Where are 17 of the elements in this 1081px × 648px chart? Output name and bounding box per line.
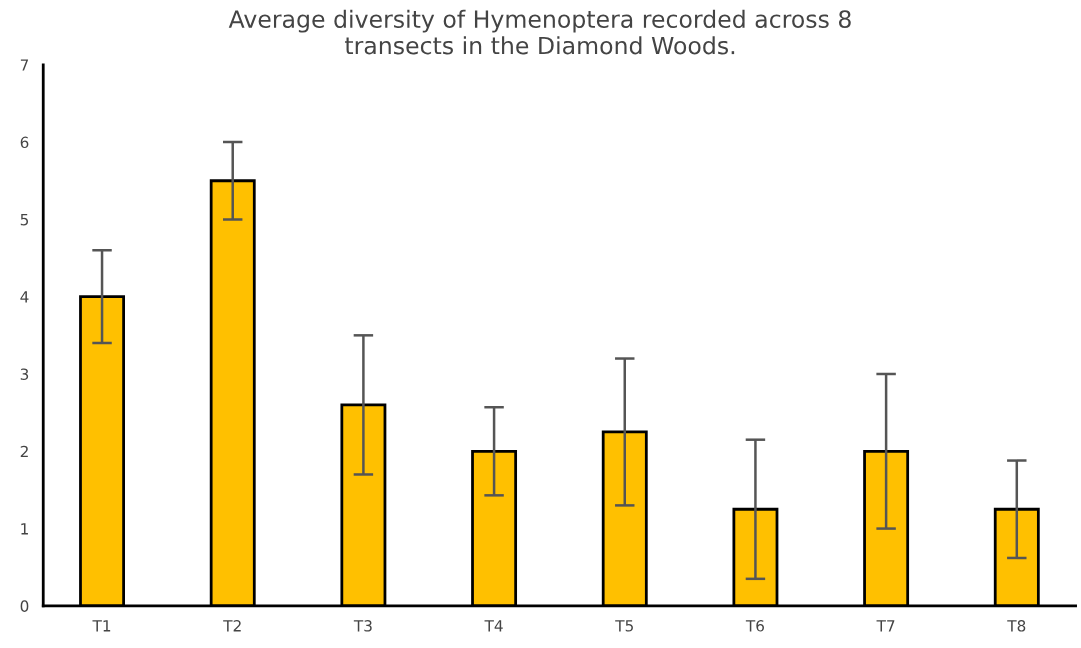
x-tick-label: T2 bbox=[223, 620, 241, 632]
y-tick-label: 2 bbox=[20, 445, 28, 458]
y-tick-label: 5 bbox=[20, 214, 29, 226]
y-tick-label: 4 bbox=[20, 291, 29, 303]
y-tick-label: 3 bbox=[20, 368, 29, 381]
x-tick-label: T1 bbox=[92, 620, 111, 632]
x-tick-label: T6 bbox=[745, 620, 764, 632]
x-tick-label: T8 bbox=[1007, 620, 1026, 632]
y-tick-label: 1 bbox=[21, 523, 28, 535]
x-tick-label: T3 bbox=[353, 620, 372, 632]
x-tick-label: T7 bbox=[876, 620, 895, 632]
chart-title: Average diversity of Hymenoptera recorded across 8 transects in the Diamond Woods. bbox=[228, 9, 851, 55]
x-tick-label: T5 bbox=[615, 620, 633, 632]
x-tick-label: T4 bbox=[484, 620, 503, 632]
y-tick-label: 7 bbox=[20, 59, 29, 71]
y-tick-label: 0 bbox=[20, 600, 29, 612]
y-tick-label: 6 bbox=[20, 136, 29, 149]
